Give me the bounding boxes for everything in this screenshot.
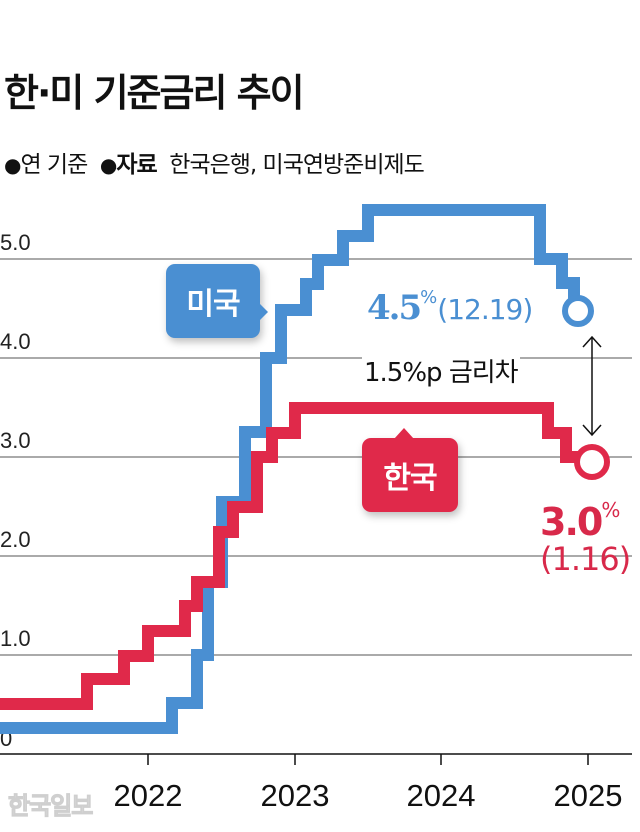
us-final-value: 4.5%(12.19): [367, 287, 533, 328]
kr-tag-label: 한국: [383, 461, 437, 496]
rate-gap-label: 1.5%p 금리차: [362, 352, 520, 389]
kr-rate-line: [0, 402, 580, 710]
source-text: 한국은행, 미국연방준비제도: [169, 152, 425, 178]
gap-arrow-icon: [582, 335, 602, 437]
subtitle-basis: 연 기준: [20, 152, 88, 178]
x-axis: [0, 753, 632, 765]
kr-final-value: 3.0% (1.16): [540, 498, 640, 578]
us-end-marker: [562, 295, 594, 327]
kr-rate-pct: %: [601, 498, 621, 522]
y-tick-5: 5.0: [0, 230, 31, 255]
x-tick-2025: 2025: [554, 778, 623, 813]
chart-subtitle: ●연 기준 ●자료 한국은행, 미국연방준비제도: [4, 145, 425, 179]
kr-tag-pointer-icon: [394, 428, 414, 439]
kr-rate-date: (1.16): [540, 540, 631, 578]
bullet-icon: ●: [99, 153, 117, 177]
us-rate-line: [0, 204, 580, 734]
y-tick-1: 1.0: [0, 626, 31, 651]
chart-title: 한·미 기준금리 추이: [4, 71, 305, 115]
us-rate-pct: %: [420, 287, 438, 308]
us-rate-date: (12.19): [437, 293, 533, 326]
bullet-icon: ●: [4, 153, 21, 177]
source-label: 자료: [116, 152, 157, 178]
us-tag-pointer-icon: [258, 302, 268, 322]
us-tag-label: 미국: [186, 287, 240, 322]
us-rate-value: 4.5: [367, 288, 422, 328]
y-tick-2: 2.0: [0, 527, 31, 552]
x-tick-2023: 2023: [261, 778, 330, 813]
y-tick-4: 4.0: [0, 329, 31, 354]
us-tag: 미국: [166, 264, 260, 338]
kr-end-marker: [574, 444, 610, 480]
y-tick-3: 3.0: [0, 428, 31, 453]
gridlines: [0, 258, 632, 656]
x-tick-2022: 2022: [114, 778, 183, 813]
publisher-watermark: 한국일보: [7, 792, 93, 821]
kr-tag: 한국: [362, 438, 458, 512]
kr-rate-value: 3.0: [540, 500, 603, 544]
x-tick-2024: 2024: [407, 778, 476, 813]
